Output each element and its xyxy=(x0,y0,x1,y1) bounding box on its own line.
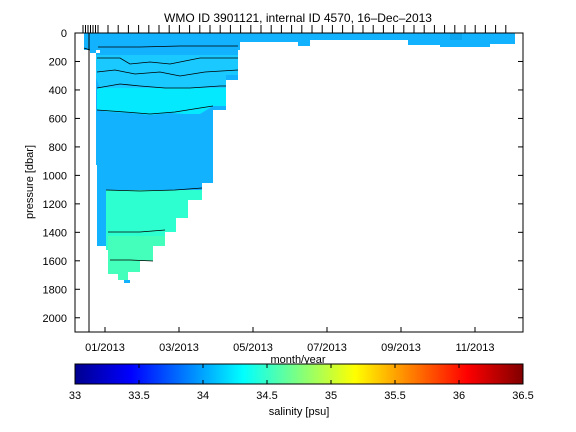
x-tick-label: 11/2013 xyxy=(456,342,495,354)
x-axis-label: month/year xyxy=(270,354,325,366)
colorbar-tick-label: 33 xyxy=(69,390,81,402)
plot-area: 0 200 400 600 800 1000 1200 1400 1600 1800 2000 01… xyxy=(24,25,524,366)
y-tick-label: 1800 xyxy=(43,284,67,296)
x-axis: 01/2013 03/2013 05/2013 07/2013 09/2013 11/20… xyxy=(85,327,494,354)
contour-line xyxy=(110,259,154,262)
colorbar-tick-label: 33.5 xyxy=(128,390,149,402)
sparse-profile xyxy=(124,280,130,283)
contour-line xyxy=(97,57,238,65)
mid-band xyxy=(96,55,238,88)
x-tick-label: 05/2013 xyxy=(233,342,273,354)
colorbar-gradient xyxy=(74,363,524,385)
colorbar-tick-label: 35 xyxy=(325,390,337,402)
deepest-layer xyxy=(108,236,165,280)
surface-notch xyxy=(450,33,462,40)
contour-line xyxy=(105,187,203,192)
y-axis-label: pressure [dbar] xyxy=(24,145,36,219)
contour-lines xyxy=(83,45,239,262)
x-tick-label: 07/2013 xyxy=(307,342,347,354)
x-tick-label: 01/2013 xyxy=(85,342,125,354)
y-tick-label: 600 xyxy=(49,113,67,125)
contour-line xyxy=(108,229,166,233)
profile-markers xyxy=(82,25,507,33)
intermediate-layer xyxy=(97,88,226,115)
y-tick-label: 1000 xyxy=(43,170,67,182)
y-tick-label: 0 xyxy=(61,28,67,40)
contour-line xyxy=(98,45,238,48)
colorbar-ticks: 33 33.5 34 34.5 35 35.5 36 36.5 xyxy=(69,364,534,402)
contour-line xyxy=(96,105,214,115)
y-tick-label: 200 xyxy=(49,56,67,68)
colorbar-label: salinity [psu] xyxy=(269,406,330,418)
contour-line xyxy=(96,83,226,89)
y-tick-label: 1200 xyxy=(43,199,67,211)
salinity-field xyxy=(83,33,515,332)
y-tick-label: 2000 xyxy=(43,313,67,325)
x-tick-label: 09/2013 xyxy=(381,342,421,354)
y-axis: 0 200 400 600 800 1000 1200 1400 1600 1800 2000 xyxy=(43,28,523,325)
x-tick-label: 03/2013 xyxy=(159,342,199,354)
colorbar-tick-label: 36.5 xyxy=(512,390,533,402)
chart-title: WMO ID 3901121, internal ID 4570, 16–Dec… xyxy=(164,11,432,25)
colorbar: 33 33.5 34 34.5 35 35.5 36 36.5 salinity [psu] xyxy=(69,363,534,418)
y-tick-label: 1400 xyxy=(43,227,67,239)
colorbar-tick-label: 35.5 xyxy=(384,390,405,402)
plot-frame xyxy=(74,32,524,333)
y-tick-label: 400 xyxy=(49,85,67,97)
colorbar-tick-label: 34.5 xyxy=(256,390,277,402)
contour-line xyxy=(96,69,239,77)
y-tick-label: 800 xyxy=(49,142,67,154)
colorbar-tick-label: 34 xyxy=(197,390,209,402)
y-tick-label: 1600 xyxy=(43,256,67,268)
colorbar-tick-label: 36 xyxy=(453,390,465,402)
